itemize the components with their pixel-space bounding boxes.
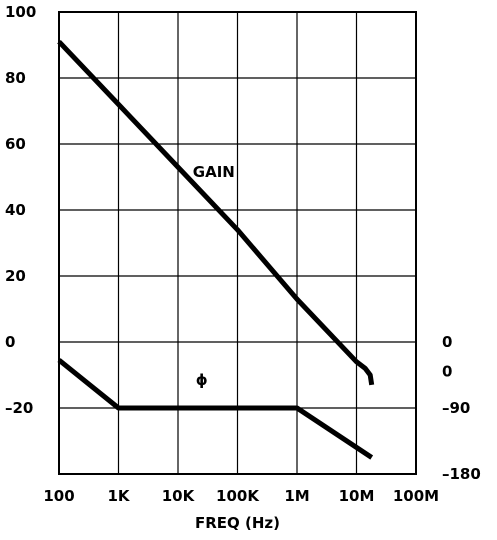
series-layer <box>57 39 375 460</box>
x-tick-label: 100 <box>43 487 74 505</box>
x-tick-label: 10K <box>162 487 196 505</box>
y-tick-label: –20 <box>5 399 33 417</box>
y-tick-label: 0 <box>5 333 15 351</box>
x-tick-label: 10M <box>339 487 375 505</box>
y-tick-label: 80 <box>5 69 26 87</box>
y-tick-label: 40 <box>5 201 26 219</box>
phase-curve <box>57 358 374 460</box>
y-tick-label: 100 <box>5 3 36 21</box>
phase-label: ϕ <box>196 371 208 389</box>
y-tick-label: 20 <box>5 267 26 285</box>
gain-label: GAIN <box>193 163 235 181</box>
right-tick-label: –180 <box>442 465 481 483</box>
right-tick-label: 0 <box>442 333 452 351</box>
x-tick-label: 1K <box>107 487 130 505</box>
plot-frame <box>58 11 417 475</box>
right-tick-label: –90 <box>442 399 470 417</box>
right-tick-label: 0 <box>442 363 452 381</box>
gain-curve <box>57 39 375 386</box>
x-tick-label: 100M <box>393 487 439 505</box>
x-tick-label: 1M <box>284 487 309 505</box>
x-tick-label: 100K <box>216 487 260 505</box>
x-axis-title: FREQ (Hz) <box>195 514 280 532</box>
y-tick-label: 60 <box>5 135 26 153</box>
label-layer: 100 80 60 40 20 0 –20 0 0 –90 –180 100 1K 10K 100K 1M 10… <box>5 3 481 532</box>
